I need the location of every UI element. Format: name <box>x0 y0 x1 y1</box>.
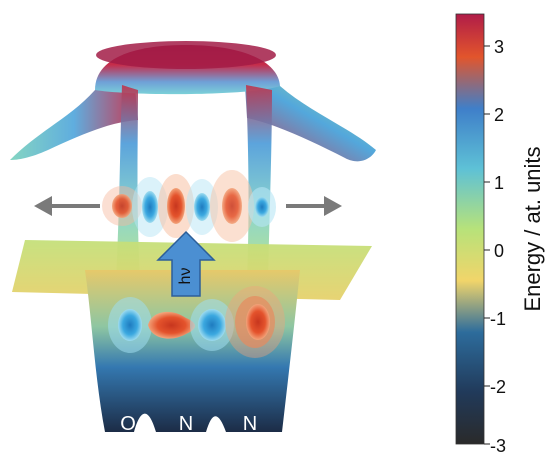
upper-surface-left-wing <box>10 88 138 160</box>
left-arrow-icon <box>34 196 100 216</box>
colorbar-tick-m2: -2 <box>490 377 506 397</box>
atom-label-n1: N <box>179 413 193 435</box>
colorbar-label: Energy / at. units <box>520 146 545 311</box>
ground-orbitals <box>108 286 285 358</box>
colorbar-tick-0: 0 <box>494 241 504 261</box>
photon-arrow-icon <box>156 230 216 297</box>
colorbar-ticks <box>484 45 490 445</box>
photon-label: hν <box>177 268 194 285</box>
tube-right <box>246 85 272 280</box>
colorbar-tick-m1: -1 <box>490 309 506 329</box>
colorbar-tick-2: 2 <box>494 105 504 125</box>
colorbar-tick-1: 1 <box>494 173 504 193</box>
atom-label-n2: N <box>243 413 257 435</box>
upper-surface-right-wing <box>245 86 376 162</box>
colorbar-tick-m3: -3 <box>490 436 506 456</box>
atom-label-o: O <box>120 413 136 435</box>
upper-surface-rim <box>96 41 276 69</box>
right-arrow-icon <box>286 196 342 216</box>
tube-left <box>116 85 140 280</box>
colorbar <box>455 13 485 445</box>
colorbar-tick-3: 3 <box>494 37 504 57</box>
excited-orbitals <box>102 170 276 242</box>
